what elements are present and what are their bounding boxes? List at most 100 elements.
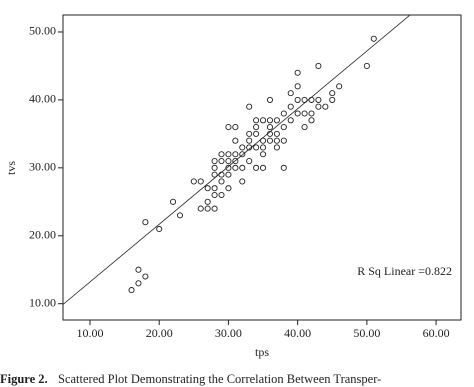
point bbox=[176, 212, 184, 219]
point bbox=[246, 157, 253, 165]
point bbox=[259, 144, 267, 151]
point bbox=[336, 83, 343, 90]
y-tick-label: 30.00 bbox=[29, 160, 56, 174]
point bbox=[301, 96, 308, 103]
x-tick-label: 20.00 bbox=[146, 326, 173, 340]
point bbox=[142, 219, 149, 226]
point bbox=[246, 103, 253, 110]
y-tick-label: 20.00 bbox=[29, 228, 56, 242]
point bbox=[204, 205, 211, 212]
point bbox=[225, 171, 232, 178]
point bbox=[266, 124, 274, 131]
point bbox=[197, 178, 204, 185]
point bbox=[287, 117, 294, 124]
point bbox=[308, 96, 315, 103]
point bbox=[232, 157, 239, 165]
point bbox=[266, 130, 274, 137]
point bbox=[308, 110, 315, 117]
point bbox=[232, 124, 239, 131]
point bbox=[225, 151, 232, 158]
point bbox=[218, 178, 225, 185]
point bbox=[239, 144, 246, 151]
point bbox=[218, 157, 225, 165]
point bbox=[225, 157, 232, 165]
point bbox=[211, 185, 218, 192]
point bbox=[266, 117, 274, 124]
annotation: R Sq Linear =0.822 bbox=[357, 264, 452, 278]
point bbox=[294, 83, 301, 90]
point bbox=[287, 103, 294, 110]
x-tick-label: 40.00 bbox=[284, 326, 311, 340]
point bbox=[253, 124, 260, 131]
x-axis-label: tps bbox=[255, 345, 269, 359]
point bbox=[128, 287, 135, 294]
point bbox=[370, 35, 377, 42]
point bbox=[197, 205, 204, 212]
point bbox=[211, 157, 218, 165]
point bbox=[280, 124, 287, 131]
point bbox=[280, 137, 287, 144]
point bbox=[156, 225, 163, 233]
point bbox=[280, 110, 287, 117]
point bbox=[301, 110, 308, 117]
point bbox=[232, 137, 239, 144]
point bbox=[232, 151, 239, 158]
point bbox=[218, 191, 225, 199]
point bbox=[329, 96, 336, 103]
point bbox=[135, 266, 142, 273]
point bbox=[225, 124, 232, 131]
point bbox=[211, 164, 218, 171]
y-tick-label: 40.00 bbox=[29, 92, 56, 106]
x-tick-label: 30.00 bbox=[215, 326, 242, 340]
x-tick-label: 10.00 bbox=[76, 326, 103, 340]
point bbox=[294, 110, 301, 117]
point bbox=[211, 205, 218, 212]
point bbox=[246, 137, 253, 144]
point bbox=[246, 130, 253, 137]
point bbox=[259, 137, 267, 144]
point bbox=[204, 198, 211, 205]
point bbox=[239, 164, 246, 171]
point bbox=[315, 103, 322, 110]
point bbox=[190, 178, 197, 185]
point bbox=[142, 273, 149, 280]
x-tick-label: 60.00 bbox=[423, 326, 450, 340]
point bbox=[301, 124, 308, 131]
point bbox=[246, 144, 253, 151]
point bbox=[273, 137, 280, 144]
point bbox=[259, 117, 267, 124]
point bbox=[225, 185, 232, 192]
point bbox=[266, 137, 274, 144]
point bbox=[232, 164, 239, 171]
point bbox=[239, 178, 246, 185]
point bbox=[253, 164, 260, 171]
point bbox=[253, 130, 260, 137]
point bbox=[225, 164, 232, 171]
point bbox=[315, 62, 322, 69]
caption-label: Figure 2. bbox=[0, 372, 48, 386]
point bbox=[273, 130, 280, 137]
y-tick-label: 50.00 bbox=[29, 24, 56, 38]
point bbox=[218, 171, 225, 178]
point bbox=[259, 151, 267, 158]
point bbox=[273, 144, 280, 151]
y-axis-label: tvs bbox=[4, 161, 18, 175]
point bbox=[204, 185, 211, 192]
point bbox=[239, 151, 246, 158]
point bbox=[266, 96, 274, 103]
point bbox=[259, 164, 267, 171]
x-tick-label: 50.00 bbox=[353, 326, 380, 340]
point bbox=[315, 96, 322, 103]
point bbox=[322, 103, 329, 110]
caption: Scattered Plot Demonstrating the Correla… bbox=[58, 372, 381, 386]
point bbox=[329, 90, 336, 97]
point bbox=[253, 117, 260, 124]
point bbox=[170, 198, 177, 205]
point bbox=[287, 90, 294, 97]
point bbox=[218, 151, 225, 158]
point bbox=[308, 117, 315, 124]
point bbox=[294, 69, 301, 76]
point bbox=[135, 280, 142, 287]
point bbox=[294, 96, 301, 103]
